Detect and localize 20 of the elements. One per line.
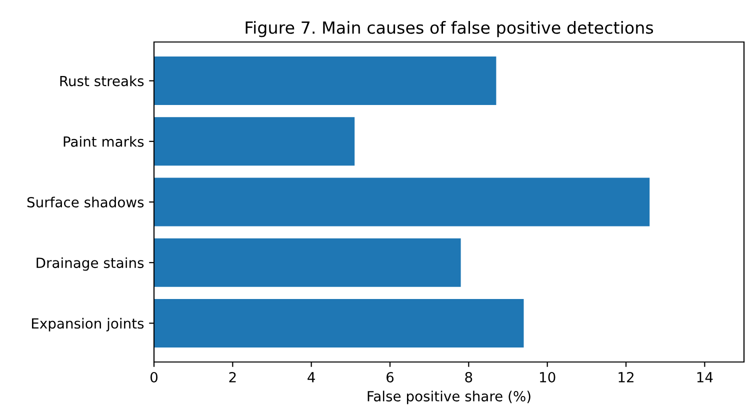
x-tick-label: 8	[465, 372, 472, 382]
x-tick-label: 14	[697, 372, 713, 382]
x-tick-label: 10	[540, 372, 556, 382]
x-tick-label: 6	[386, 372, 394, 382]
x-axis-title: False positive share (%)	[368, 390, 530, 404]
bar	[154, 238, 461, 287]
bar	[154, 56, 496, 106]
x-tick-label: 12	[618, 372, 634, 382]
x-tick-label: 4	[308, 372, 315, 382]
y-tick-label: Expansion joints	[32, 318, 144, 332]
y-tick-label: Surface shadows	[27, 196, 144, 208]
y-tick-label: Rust streaks	[60, 76, 144, 86]
x-tick-label: 0	[150, 372, 158, 382]
bar	[154, 178, 650, 226]
bar	[154, 298, 524, 348]
x-tick-label: 2	[229, 372, 236, 382]
chart-title: Figure 7. Main causes of false positive detections	[246, 21, 654, 38]
bar	[154, 117, 355, 166]
y-tick-label: Drainage stains	[36, 257, 144, 271]
y-tick-label: Paint marks	[64, 136, 144, 147]
